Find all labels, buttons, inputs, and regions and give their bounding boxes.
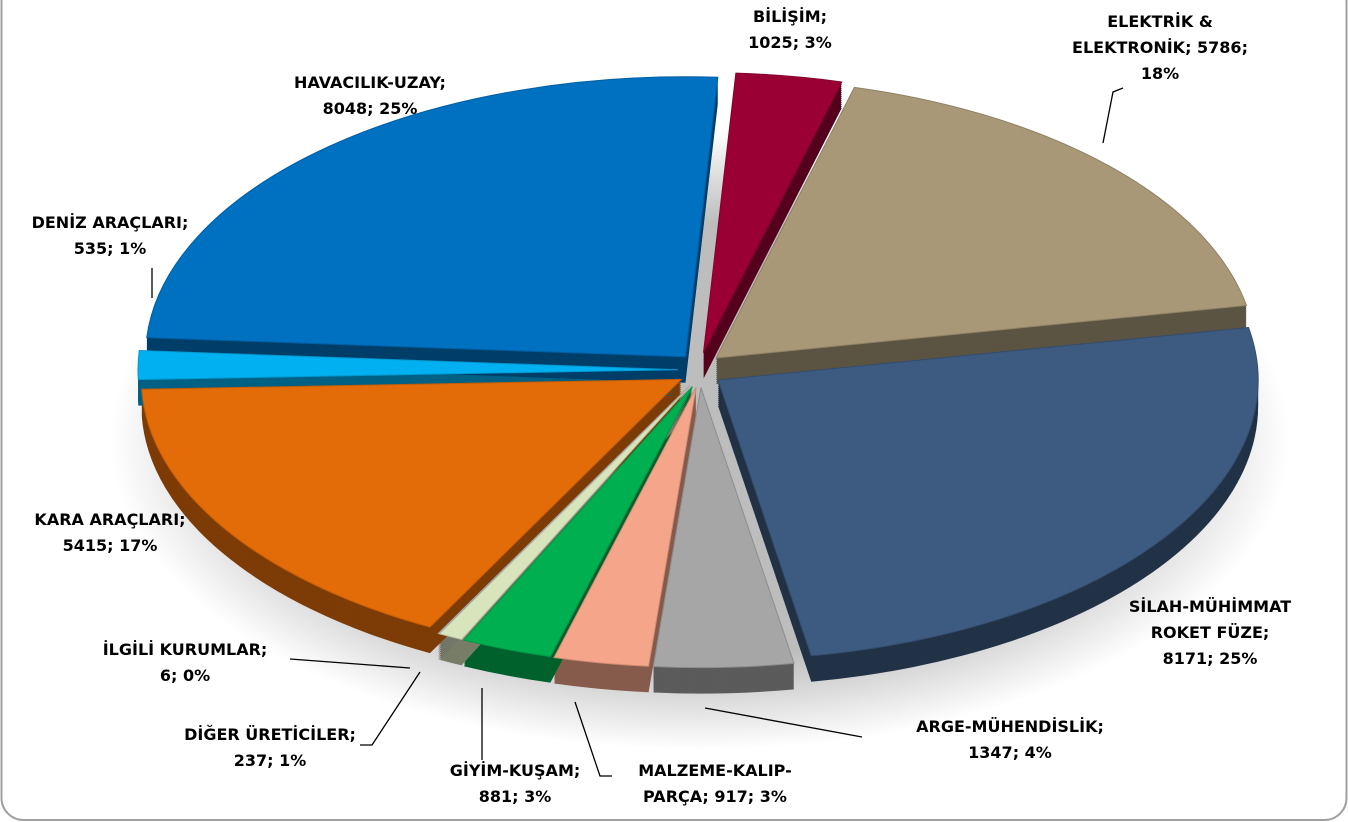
data-label-line: ELEKTRİK & [1107, 12, 1213, 31]
data-label-line: 8171; 25% [1163, 649, 1258, 668]
slice [702, 72, 843, 353]
data-label-line: 881; 3% [479, 787, 552, 806]
slice [141, 378, 683, 628]
leader-line [704, 707, 863, 738]
data-label: GİYİM-KUŞAM; 881; 3% [450, 761, 581, 806]
data-label: MALZEME-KALIP- PARÇA; 917; 3% [638, 761, 792, 806]
data-label: KARA ARAÇLARI; 5415; 17% [34, 510, 185, 555]
slice [437, 385, 691, 635]
data-label: DİĞER ÜRETİCİLER; 237; 1% [184, 725, 356, 770]
data-label-line: 8048; 25% [323, 99, 418, 118]
data-label: ELEKTRİK & ELEKTRONİK; 5786; 18% [1072, 12, 1248, 83]
data-label-line: 1025; 3% [748, 33, 832, 52]
data-label: BİLİŞİM; 1025; 3% [748, 7, 832, 52]
data-label-line: MALZEME-KALIP- [638, 761, 792, 780]
slice [553, 387, 697, 667]
leader-line [1102, 87, 1124, 144]
data-label-line: 535; 1% [74, 239, 147, 258]
labels: BİLİŞİM; 1025; 3% ELEKTRİK & ELEKTRONİK; 57… [32, 7, 1292, 806]
data-label-line: KARA ARAÇLARI; [34, 510, 185, 529]
slices [137, 72, 1259, 694]
data-label-line: 237; 1% [234, 751, 307, 770]
data-label: ARGE-MÜHENDİSLİK; 1347; 4% [916, 717, 1104, 762]
data-label-line: 18% [1141, 64, 1179, 83]
data-label-line: ARGE-MÜHENDİSLİK; [916, 717, 1104, 736]
data-label-line: ELEKTRONİK; 5786; [1072, 38, 1248, 57]
leader-line [360, 671, 421, 746]
data-label-line: SİLAH-MÜHİMMAT [1129, 597, 1291, 616]
data-label: İLGİLİ KURUMLAR; 6; 0% [103, 640, 268, 685]
data-label-line: GİYİM-KUŞAM; [450, 761, 581, 780]
data-label: SİLAH-MÜHİMMAT ROKET FÜZE; 8171; 25% [1129, 597, 1291, 668]
data-label-line: 6; 0% [160, 666, 210, 685]
data-label: DENİZ ARAÇLARI; 535; 1% [32, 213, 189, 258]
data-label: HAVACILIK-UZAY; 8048; 25% [294, 73, 446, 118]
leader-line [574, 701, 612, 777]
slice [652, 387, 795, 669]
data-label-line: HAVACILIK-UZAY; [294, 73, 446, 92]
data-label-line: BİLİŞİM; [753, 7, 827, 26]
slice [715, 86, 1248, 359]
data-label-line: DİĞER ÜRETİCİLER; [184, 725, 356, 744]
slice [717, 326, 1259, 657]
data-label-line: ROKET FÜZE; [1151, 623, 1270, 642]
data-label-line: 1347; 4% [968, 743, 1052, 762]
leader-line [289, 658, 411, 669]
data-label-line: 5415; 17% [63, 536, 158, 555]
data-label-line: DENİZ ARAÇLARI; [32, 213, 189, 232]
data-label-line: PARÇA; 917; 3% [643, 787, 787, 806]
slice [146, 76, 719, 358]
slice [137, 350, 679, 381]
slice [462, 386, 693, 658]
data-label-line: İLGİLİ KURUMLAR; [103, 640, 268, 659]
